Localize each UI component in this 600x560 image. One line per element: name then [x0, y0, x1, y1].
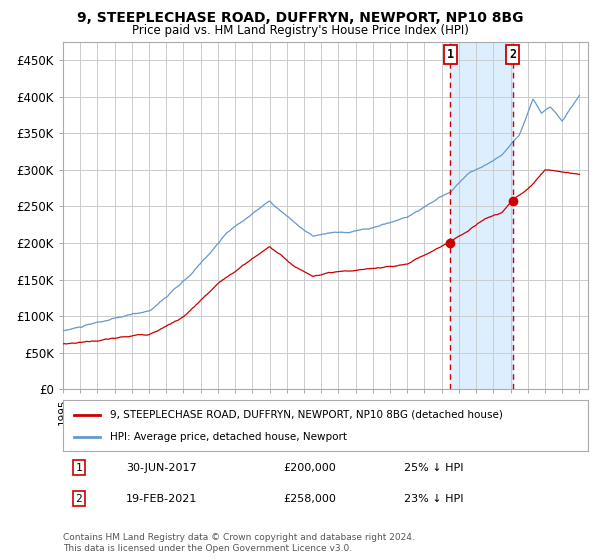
Text: 25% ↓ HPI: 25% ↓ HPI: [404, 463, 464, 473]
Text: Price paid vs. HM Land Registry's House Price Index (HPI): Price paid vs. HM Land Registry's House …: [131, 24, 469, 36]
Text: 9, STEEPLECHASE ROAD, DUFFRYN, NEWPORT, NP10 8BG: 9, STEEPLECHASE ROAD, DUFFRYN, NEWPORT, …: [77, 11, 523, 25]
Text: This data is licensed under the Open Government Licence v3.0.: This data is licensed under the Open Gov…: [63, 544, 352, 553]
Text: 2: 2: [509, 48, 517, 61]
Text: 1: 1: [447, 48, 454, 61]
Text: Contains HM Land Registry data © Crown copyright and database right 2024.: Contains HM Land Registry data © Crown c…: [63, 533, 415, 542]
Text: £258,000: £258,000: [284, 494, 337, 503]
Text: 30-JUN-2017: 30-JUN-2017: [126, 463, 197, 473]
Text: HPI: Average price, detached house, Newport: HPI: Average price, detached house, Newp…: [110, 432, 347, 442]
Bar: [450, 42, 513, 389]
Text: 9, STEEPLECHASE ROAD, DUFFRYN, NEWPORT, NP10 8BG (detached house): 9, STEEPLECHASE ROAD, DUFFRYN, NEWPORT, …: [110, 409, 503, 419]
Text: 1: 1: [76, 463, 82, 473]
Text: 19-FEB-2021: 19-FEB-2021: [126, 494, 197, 503]
Text: 2: 2: [76, 494, 82, 503]
Text: 23% ↓ HPI: 23% ↓ HPI: [404, 494, 464, 503]
Text: £200,000: £200,000: [284, 463, 336, 473]
